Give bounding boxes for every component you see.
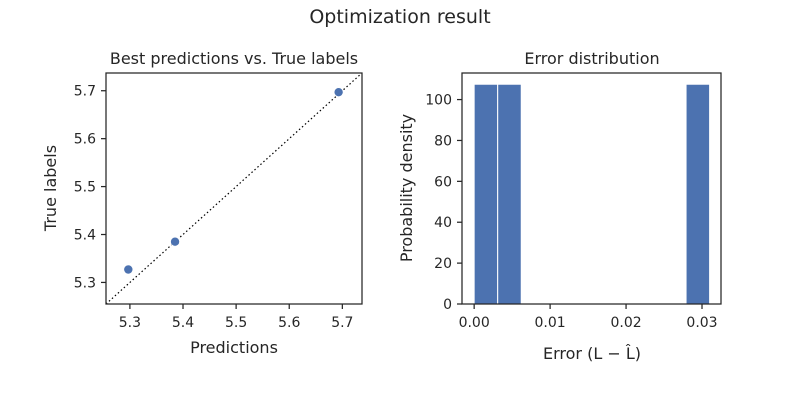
histogram-axes: Error distribution 0.00 0.01 0.02 0.03 0 20 40…	[397, 49, 722, 363]
histogram-ytick-label: 80	[434, 133, 452, 149]
histogram-ytick-label: 100	[425, 93, 452, 109]
scatter-frame	[105, 72, 363, 305]
scatter-xtick-label: 5.6	[278, 315, 300, 331]
scatter-ytick-label: 5.4	[74, 228, 96, 244]
scatter-ytick-label: 5.7	[74, 84, 96, 100]
identity-reference-line	[105, 72, 363, 305]
scatter-axes: Best predictions vs. True labels 5.3 5.4 5…	[41, 49, 363, 357]
scatter-ticks: 5.3 5.4 5.5 5.6 5.7 5.3 5.4 5.5 5.6 5.7	[74, 84, 354, 331]
scatter-point	[170, 236, 180, 247]
scatter-xtick-label: 5.4	[172, 315, 194, 331]
histogram-ytick-label: 0	[443, 297, 452, 313]
histogram-bars	[473, 83, 711, 305]
scatter-xtick-label: 5.5	[225, 315, 247, 331]
histogram-bar	[473, 83, 499, 305]
scatter-point	[333, 87, 344, 97]
histogram-frame	[461, 72, 722, 305]
histogram-title: Error distribution	[524, 49, 659, 68]
scatter-xtick-label: 5.3	[119, 315, 141, 331]
histogram-xlabel: Error (L − L̂)	[543, 344, 641, 363]
scatter-point	[123, 264, 134, 275]
histogram-xtick-label: 0.01	[535, 315, 566, 331]
histogram-ytick-label: 40	[434, 215, 452, 231]
scatter-ytick-label: 5.3	[74, 275, 96, 291]
histogram-bar	[497, 83, 522, 305]
histogram-xtick-label: 0.03	[686, 315, 717, 331]
scatter-xlabel: Predictions	[190, 338, 278, 357]
histogram-ticks: 0.00 0.01 0.02 0.03 0 20 40 60 80 100	[425, 93, 717, 331]
histogram-bar	[685, 83, 711, 305]
scatter-title: Best predictions vs. True labels	[110, 49, 358, 68]
scatter-ylabel: True labels	[41, 145, 60, 232]
scatter-points	[123, 87, 344, 275]
histogram-xtick-label: 0.00	[459, 315, 490, 331]
histogram-xtick-label: 0.02	[610, 315, 641, 331]
histogram-ytick-label: 60	[434, 174, 452, 190]
scatter-ytick-label: 5.5	[74, 180, 96, 196]
histogram-ytick-label: 20	[434, 256, 452, 272]
figure-suptitle: Optimization result	[309, 6, 490, 28]
scatter-xtick-label: 5.7	[331, 315, 353, 331]
histogram-ylabel: Probability density	[397, 114, 416, 262]
scatter-ytick-label: 5.6	[74, 132, 96, 148]
